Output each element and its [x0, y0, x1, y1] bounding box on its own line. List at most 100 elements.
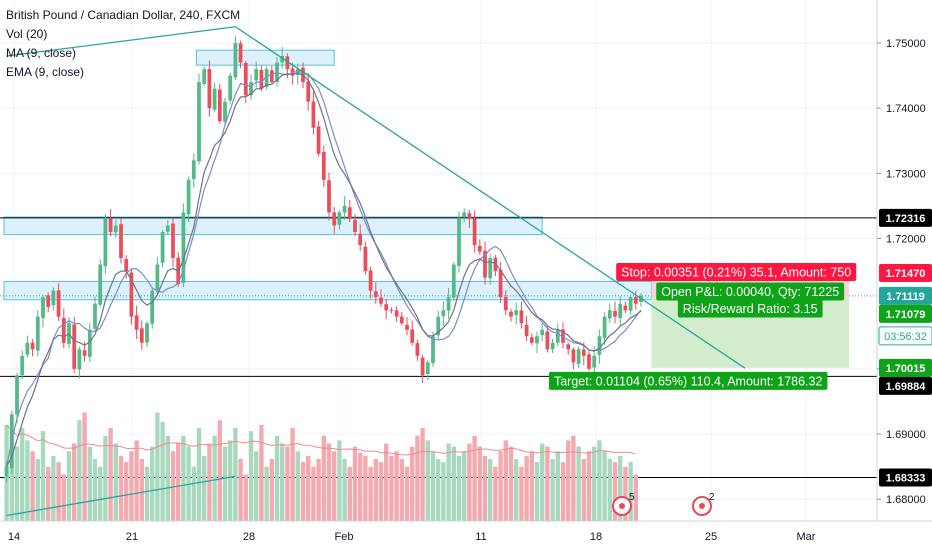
volume-bar — [566, 440, 571, 521]
candle-body — [347, 207, 352, 219]
candle-body — [285, 56, 290, 70]
stop-label-bg — [616, 263, 857, 282]
candle-body — [535, 336, 539, 344]
volume-bar — [285, 446, 290, 521]
volume-bar — [404, 466, 410, 521]
volume-bar — [228, 440, 233, 521]
volume-bar — [51, 455, 56, 521]
volume-bar — [139, 459, 144, 521]
candle-body — [561, 329, 565, 343]
candle-body — [628, 297, 633, 311]
volume-bar — [399, 459, 404, 521]
volume-bar — [612, 462, 618, 521]
volume-bar — [394, 451, 399, 521]
volume-bar — [9, 435, 14, 521]
candle-body — [399, 316, 404, 324]
volume-bar — [597, 440, 602, 521]
volume-bar — [316, 459, 321, 521]
volume-bar — [77, 420, 82, 521]
volume-bar — [358, 452, 363, 521]
volume-bar — [488, 459, 493, 521]
candle-body — [243, 62, 248, 96]
price-tag-label: 1.72316 — [886, 213, 926, 225]
volume-bar — [61, 474, 66, 521]
countdown-tag — [878, 326, 932, 346]
time-axis[interactable]: 14 21 28 Feb 11 18 25 Mar — [0, 520, 932, 550]
candle-body — [280, 56, 285, 63]
candle-body — [61, 317, 66, 343]
candle-body — [254, 69, 259, 81]
rr-label-bg — [677, 299, 823, 318]
candle-body — [566, 344, 571, 350]
candle-body — [379, 297, 383, 304]
volume-bar — [181, 435, 186, 521]
volume-bar — [524, 455, 529, 521]
candle-body — [514, 310, 519, 316]
price-zone — [195, 49, 335, 66]
candle-body — [332, 212, 337, 226]
volume-bar — [40, 431, 46, 521]
volume-bar — [607, 459, 612, 521]
volume-bar — [243, 474, 248, 521]
candle-body — [576, 349, 581, 364]
time-tick-label: 21 — [126, 531, 138, 543]
price-tag-label: 1.71079 — [886, 309, 926, 321]
volume-bar — [363, 455, 368, 521]
candle-body — [555, 329, 560, 343]
chart-grid — [0, 0, 877, 521]
candle-body — [462, 212, 467, 218]
trendlines[interactable] — [6, 26, 746, 517]
volume-bar — [462, 451, 467, 521]
volume-bar — [467, 443, 472, 521]
candle-body — [327, 180, 331, 213]
candle-body — [503, 297, 508, 311]
volume-bar — [451, 446, 456, 521]
price-axis[interactable]: 1.750001.740001.730001.720001.700001.690… — [876, 0, 932, 550]
volume-bar — [118, 455, 124, 521]
candle-body — [108, 218, 113, 232]
candle-body — [150, 290, 155, 324]
volume-bar — [436, 459, 441, 521]
candle-body — [290, 68, 295, 76]
time-tick-label: 11 — [475, 531, 486, 543]
volume-bar — [602, 451, 607, 521]
pnl-label-bg — [656, 282, 845, 301]
position-labels: Stop: 0.00351 (0.21%) 35.1, Amount: 750 O… — [548, 263, 857, 390]
candle-body — [389, 309, 394, 311]
candle-body — [321, 151, 326, 180]
candle-body — [217, 89, 222, 122]
candle-body — [25, 342, 30, 355]
candle-body — [139, 328, 144, 343]
candle-body — [519, 310, 524, 324]
candle-body — [93, 303, 97, 329]
countdown-label: 03:56:32 — [884, 331, 927, 343]
candle-body — [51, 290, 56, 306]
volume-bar — [290, 428, 295, 521]
volume-bars — [4, 412, 638, 521]
candle-body — [581, 349, 586, 356]
volume-bar — [550, 459, 555, 521]
candle-body — [82, 350, 87, 356]
volume-bar — [441, 462, 446, 521]
candle-body — [477, 245, 482, 252]
trendline — [6, 26, 236, 57]
stop-label: Stop: 0.00351 (0.21%) 35.1, Amount: 750 — [621, 266, 851, 280]
volume-bar — [378, 462, 384, 521]
price-tag-target — [879, 358, 932, 377]
candle-body — [337, 212, 342, 225]
price-zone — [3, 216, 543, 236]
support-resistance-zones[interactable] — [3, 49, 652, 301]
price-tag-stop — [879, 264, 932, 283]
candle-body — [295, 69, 300, 75]
volume-bar — [410, 446, 415, 521]
volume-bar — [134, 440, 139, 521]
volume-bar — [269, 459, 274, 521]
price-tick-label: 1.75000 — [886, 38, 926, 50]
volume-bar — [384, 443, 389, 521]
volume-bar — [482, 455, 488, 521]
target-label: Target: 0.01104 (0.65%) 110.4, Amount: 1… — [554, 374, 823, 388]
volume-bar — [628, 462, 633, 521]
candle-body — [98, 264, 103, 305]
